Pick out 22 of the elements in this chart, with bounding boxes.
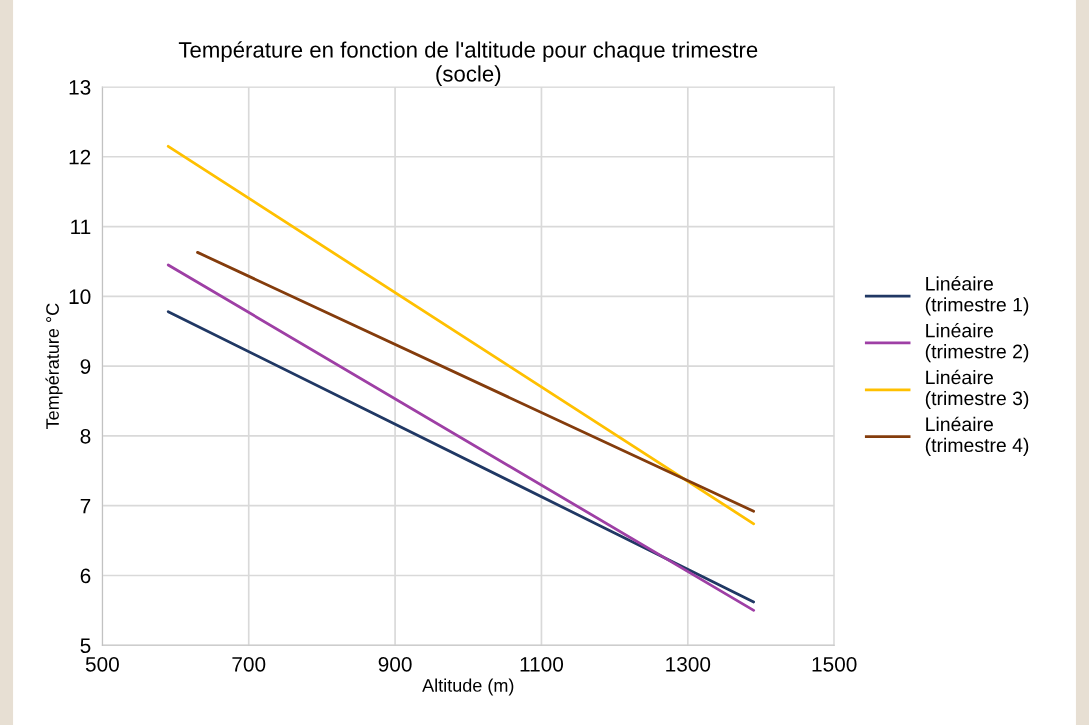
- x-tick-label: 500: [85, 656, 119, 672]
- legend-label: Linéaire (trimestre 3): [925, 369, 1029, 410]
- legend-label: Linéaire (trimestre 1): [925, 276, 1029, 316]
- legend-label: Linéaire (trimestre 2): [925, 322, 1029, 363]
- y-axis-title: Température °C: [45, 303, 63, 430]
- x-axis-title: Altitude (m): [422, 678, 514, 696]
- y-tick-label: 6: [80, 568, 91, 584]
- x-tick-label: 1300: [666, 656, 711, 672]
- y-tick-label: 8: [80, 428, 91, 444]
- x-tick-label: 1100: [520, 656, 564, 672]
- y-tick-label: 9: [80, 359, 91, 374]
- y-tick-label: 13: [69, 80, 91, 95]
- legend-label: Linéaire (trimestre 4): [925, 416, 1029, 456]
- chart-title: Température en fonction de l'altitude pour chaque trimestre (socle): [178, 41, 758, 87]
- x-tick-label: 900: [378, 656, 412, 672]
- y-tick-label: 11: [71, 219, 91, 235]
- y-tick-label: 10: [69, 289, 91, 305]
- y-tick-label: 7: [80, 498, 91, 514]
- x-tick-label: 1500: [812, 656, 857, 672]
- x-tick-label: 700: [232, 656, 266, 672]
- y-tick-label: 12: [69, 149, 91, 165]
- y-tick-label: 5: [80, 638, 91, 653]
